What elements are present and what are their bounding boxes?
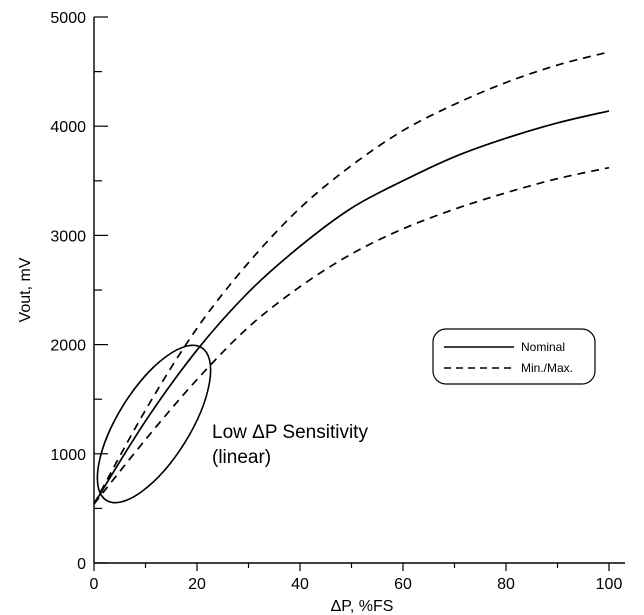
low-dp-ellipse xyxy=(96,344,212,504)
x-tick-label: 100 xyxy=(596,576,623,593)
x-tick-label: 0 xyxy=(90,576,99,593)
legend-label-minmax: Min./Max. xyxy=(521,361,573,375)
y-tick-label: 5000 xyxy=(50,10,86,27)
legend-box xyxy=(432,328,596,385)
y-axis-title: Vout, mV xyxy=(17,257,34,322)
annotation-line-1: Low ΔP Sensitivity xyxy=(212,422,368,443)
y-tick-label: 0 xyxy=(77,556,86,573)
y-tick-label: 1000 xyxy=(50,447,86,464)
y-tick-label: 4000 xyxy=(50,119,86,136)
legend: Nominal Min./Max. xyxy=(432,328,596,385)
annotation-line-2: (linear) xyxy=(212,447,271,468)
series-line-nominal xyxy=(93,110,610,505)
x-tick-label: 80 xyxy=(497,576,515,593)
y-tick-label: 3000 xyxy=(50,228,86,245)
legend-label-nominal: Nominal xyxy=(521,340,565,354)
y-tick-label: 2000 xyxy=(50,338,86,355)
axes xyxy=(93,17,625,564)
x-tick-label: 40 xyxy=(291,576,309,593)
series-line-min xyxy=(93,166,610,505)
x-tick-label: 20 xyxy=(188,576,206,593)
x-axis-title: ΔP, %FS xyxy=(331,598,394,615)
plot-lines xyxy=(93,51,610,505)
x-tick-label: 60 xyxy=(394,576,412,593)
